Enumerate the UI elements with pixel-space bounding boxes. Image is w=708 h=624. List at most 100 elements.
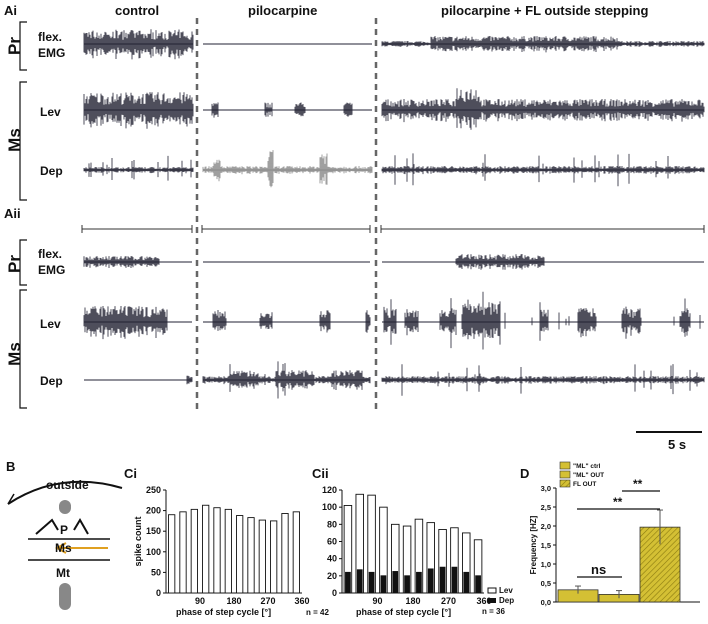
cii-bar-dep: [427, 568, 434, 594]
cii-xtick-label: 180: [405, 596, 420, 606]
panel-label-aii: Aii: [4, 206, 21, 221]
trace-label-dep-aii: Dep: [40, 374, 63, 388]
cii-bar-dep: [345, 571, 351, 594]
condition-pilocarpine: pilocarpine: [248, 3, 318, 18]
cii-bar-dep: [404, 575, 410, 594]
cii-ytick-label: 80: [327, 519, 337, 529]
traces: [83, 29, 705, 399]
cii-xtick-label: 270: [441, 596, 456, 606]
ci-bar: [270, 520, 278, 594]
trace-label-dep-ai: Dep: [40, 164, 63, 178]
cii-bar-dep: [356, 569, 363, 594]
cii-ytick-label: 40: [327, 554, 337, 564]
cii-legend-swatch-lev: [487, 587, 497, 594]
d-legend-swatch: [559, 470, 571, 479]
ci-bar: [281, 513, 289, 594]
chart-cii: 0 20 40 60 80 100 120 90 180 270 360 phase of step …: [322, 485, 514, 617]
cii-xtick-label: 360: [476, 596, 491, 606]
ci-bar: [236, 515, 244, 594]
d-ytick-label: 0,0: [541, 598, 551, 607]
d-ytick-label: 3,0: [541, 484, 551, 493]
ci-ylabel: spike count: [133, 516, 143, 566]
chart-d: 0,0 0,5 1,0 1,5 2,0 2,5 3,0 "ML" ctrl "ML" OUT FL…: [529, 461, 700, 607]
condition-pilo-fl-outside: pilocarpine + FL outside stepping: [441, 3, 649, 18]
time-bars: [81, 225, 705, 233]
d-ytick-label: 2,5: [541, 503, 551, 512]
trace-label-flex-aii: flex.: [38, 247, 63, 261]
bracket-ms-ai: [19, 81, 27, 201]
schematic: [7, 480, 123, 610]
cii-bar-dep: [475, 575, 481, 594]
trace-aii-lev-control: [83, 306, 192, 340]
schematic-p-segment: [59, 500, 71, 514]
cii-ytick-label: 60: [327, 537, 337, 547]
ci-n-label: n = 42: [306, 608, 329, 617]
panel-label-d: D: [520, 466, 530, 481]
ci-bar: [190, 508, 198, 594]
d-legend-label: "ML" ctrl: [573, 463, 601, 470]
cii-ytick-label: 100: [322, 502, 337, 512]
d-legend-label: "ML" OUT: [573, 472, 604, 479]
d-ylabel: Frequency [HZ]: [529, 515, 538, 574]
ci-ytick-label: 50: [151, 567, 161, 577]
ci-bar: [247, 517, 255, 594]
ci-ytick-label: 0: [156, 588, 161, 598]
cii-legend-lev: Lev: [499, 586, 513, 595]
trace-aii-dep-fl: [381, 364, 705, 396]
cii-bar-dep: [368, 571, 375, 594]
ci-bar: [224, 508, 232, 594]
schematic-leg-left: [35, 518, 59, 535]
bracket-pr-aii: [19, 239, 27, 286]
ci-ytick-label: 100: [146, 547, 161, 557]
ci-xtick-label: 360: [294, 596, 309, 606]
ci-ytick-label: 200: [146, 506, 161, 516]
trace-label-flex-ai: flex.: [38, 30, 63, 44]
cii-bar-dep: [392, 571, 399, 594]
schematic-p: P: [60, 523, 69, 537]
d-sig-ns: ns: [591, 562, 606, 577]
ci-ytick-label: 150: [146, 526, 161, 536]
schematic-arc-end: [7, 493, 15, 505]
panel-label-cii: Cii: [312, 466, 329, 481]
trace-ai-lev-control: [83, 92, 194, 129]
cii-xtick-label: 90: [372, 596, 382, 606]
chart-ci: 0 50 100 150 200 250 90 180 270 360 spike count pha…: [133, 485, 329, 617]
cii-legend-swatch-dep: [488, 598, 496, 603]
d-ytick-label: 1,0: [541, 560, 551, 569]
ci-bar: [292, 511, 300, 594]
cii-ytick-label: 120: [322, 485, 337, 495]
ci-bar: [179, 511, 187, 594]
ci-bar: [168, 514, 176, 594]
trace-aii-flex-fl: [382, 254, 704, 270]
cii-ytick-label: 20: [327, 571, 337, 581]
trace-aii-dep-pilo: [202, 361, 371, 399]
panel-label-ci: Ci: [124, 466, 137, 481]
cii-bar-dep: [439, 566, 446, 594]
d-sig-star-1: **: [633, 477, 643, 491]
schematic-mt-segment: [59, 583, 71, 610]
ci-bar: [258, 519, 266, 594]
ci-xlabel: phase of step cycle [°]: [176, 607, 271, 617]
bracket-pr-ai: [19, 21, 27, 71]
trace-ai-dep-fl: [381, 153, 705, 187]
trace-ai-lev-fl: [381, 88, 705, 130]
ci-xtick-label: 90: [195, 596, 205, 606]
trace-ai-dep-pilo: [202, 150, 373, 188]
schematic-mt: Mt: [56, 566, 70, 580]
schematic-arc: [7, 480, 123, 505]
cii-bar-dep: [380, 575, 387, 594]
schematic-outside: outside: [46, 478, 89, 492]
ci-xtick-label: 270: [260, 596, 275, 606]
trace-label-lev-aii: Lev: [40, 317, 61, 331]
d-ytick-label: 1,5: [541, 541, 551, 550]
cii-bar-dep: [463, 571, 470, 594]
trace-aii-flex-control: [83, 256, 192, 268]
cii-ytick-label: 0: [332, 588, 337, 598]
panel-label-b: B: [6, 459, 16, 474]
d-ytick-label: 2,0: [541, 522, 551, 531]
ci-ytick-label: 250: [146, 485, 161, 495]
trace-ai-flex-control: [83, 29, 194, 60]
